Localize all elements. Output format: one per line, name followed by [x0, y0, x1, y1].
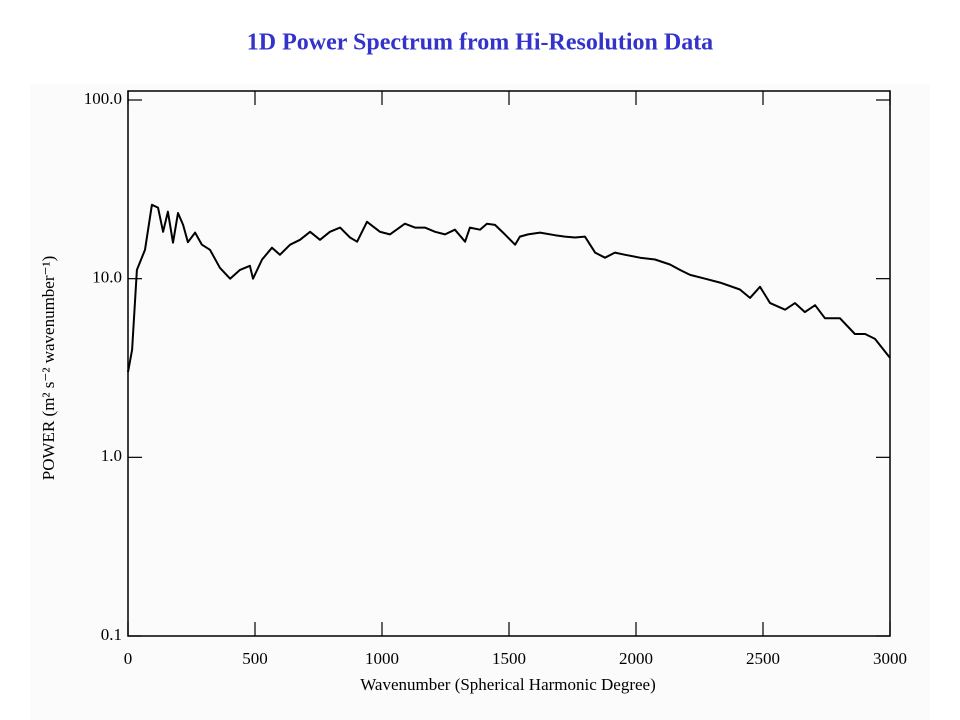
chart-title: 1D Power Spectrum from Hi-Resolution Dat… [247, 30, 713, 56]
line [127, 203, 891, 373]
x-tick-label: 3000 [873, 649, 907, 668]
x-tick-label: 2000 [619, 649, 653, 668]
x-tick-label: 500 [242, 649, 268, 668]
y-axis-label: POWER (m² s⁻² wavenumber⁻¹) [39, 256, 58, 480]
x-axis-label: Wavenumber (Spherical Harmonic Degree) [360, 675, 656, 694]
x-tick-label: 1000 [365, 649, 399, 668]
y-tick-label: 10.0 [92, 268, 122, 287]
y-tick-label: 100.0 [84, 89, 122, 108]
x-tick-label: 1500 [492, 649, 526, 668]
x-tick-label: 2500 [746, 649, 780, 668]
x-tick-label: 0 [124, 649, 133, 668]
y-tick-label: 0.1 [101, 625, 122, 644]
panel [30, 84, 930, 720]
y-tick-label: 1.0 [101, 446, 122, 465]
